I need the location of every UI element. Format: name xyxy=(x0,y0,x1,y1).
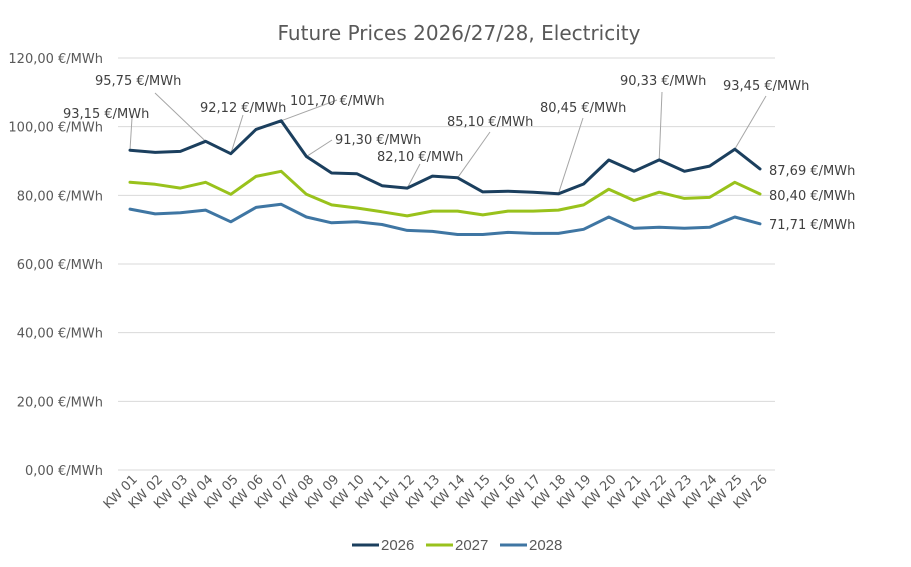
legend: 2026 2027 2028 xyxy=(352,537,562,554)
series-line-2026 xyxy=(128,119,762,196)
series-line-2027 xyxy=(128,169,762,218)
data-label: 92,12 €/MWh xyxy=(200,101,286,116)
data-label: 91,30 €/MWh xyxy=(335,133,421,148)
data-label: 95,75 €/MWh xyxy=(95,74,181,89)
annotation-leader-line xyxy=(658,91,663,160)
data-label: 82,10 €/MWh xyxy=(377,150,463,165)
annotation-leader-line xyxy=(306,139,333,157)
data-label: 87,69 €/MWh xyxy=(769,164,855,179)
y-tick-label: 40,00 €/MWh xyxy=(17,327,103,342)
data-label: 85,10 €/MWh xyxy=(447,115,533,130)
annotation-leader-line xyxy=(557,117,584,194)
data-label: 80,40 €/MWh xyxy=(769,189,855,204)
y-tick-label: 20,00 €/MWh xyxy=(17,395,103,410)
gridlines xyxy=(118,57,775,471)
annotation-leader-line xyxy=(457,131,491,179)
y-tick-label: 100,00 €/MWh xyxy=(8,121,103,136)
y-axis-tick-labels: 0,00 €/MWh 20,00 €/MWh 40,00 €/MWh 60,00 €/… xyxy=(8,52,103,479)
data-label: 90,33 €/MWh xyxy=(620,74,706,89)
legend-label-2028: 2028 xyxy=(529,537,562,554)
annotation-leader-line xyxy=(230,114,244,154)
data-label: 93,45 €/MWh xyxy=(723,79,809,94)
data-label: 80,45 €/MWh xyxy=(540,101,626,116)
annotation-leader-line xyxy=(154,92,206,142)
series-lines xyxy=(128,119,762,236)
data-label: 101,70 €/MWh xyxy=(290,94,385,109)
y-tick-label: 0,00 €/MWh xyxy=(25,464,103,479)
y-tick-label: 120,00 €/MWh xyxy=(8,52,103,67)
annotation-leader-line xyxy=(734,95,767,150)
annotation-leaders xyxy=(129,91,767,194)
y-tick-label: 60,00 €/MWh xyxy=(17,258,103,273)
chart-title: Future Prices 2026/27/28, Electricity xyxy=(278,21,641,45)
annotation-leader-line xyxy=(406,163,421,189)
annotation-leader-line xyxy=(281,99,338,122)
series-line-2028 xyxy=(128,202,762,236)
data-label: 93,15 €/MWh xyxy=(63,107,149,122)
data-label: 71,71 €/MWh xyxy=(769,218,855,233)
annotation-leader-line xyxy=(129,117,133,151)
legend-label-2027: 2027 xyxy=(455,537,488,554)
y-tick-label: 80,00 €/MWh xyxy=(17,189,103,204)
data-labels: 93,15 €/MWh 95,75 €/MWh 92,12 €/MWh 101,70 … xyxy=(63,74,855,233)
legend-label-2026: 2026 xyxy=(381,537,414,554)
